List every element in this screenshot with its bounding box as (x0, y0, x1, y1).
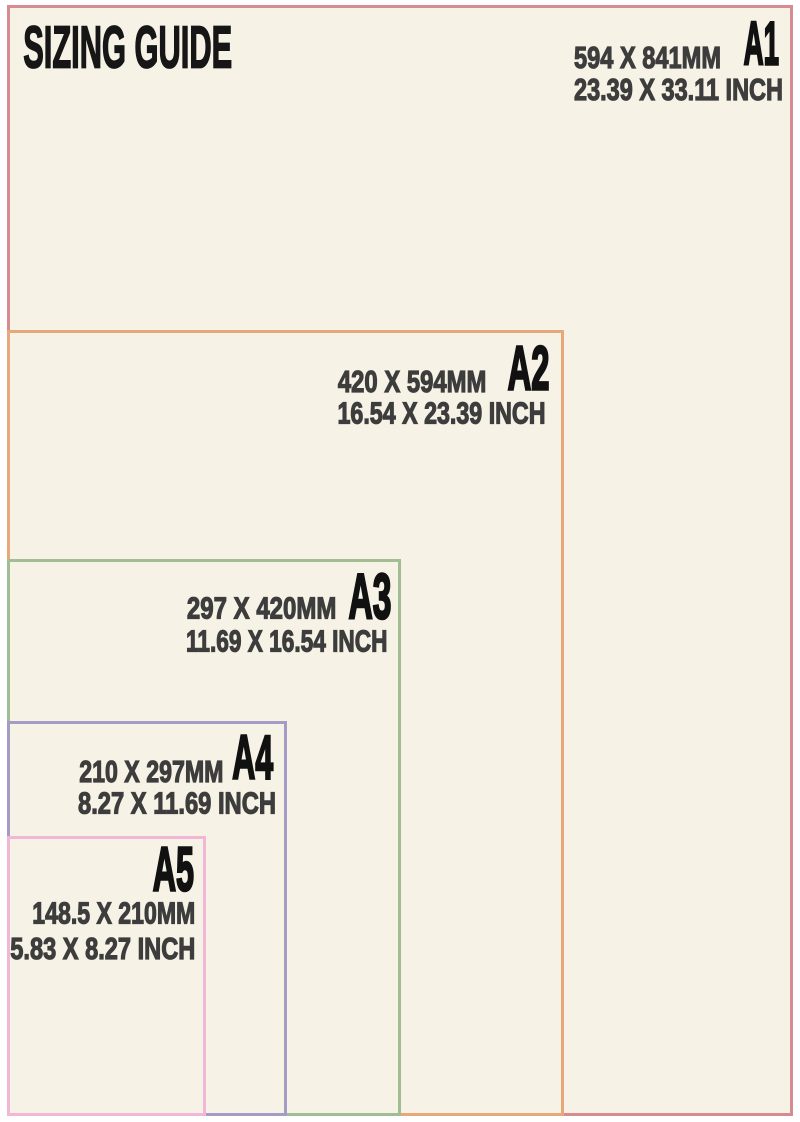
svg-text:148.5 X 210MM: 148.5 X 210MM (32, 896, 195, 930)
svg-text:420 X 594MM: 420 X 594MM (338, 365, 487, 399)
svg-text:8.27 X 11.69 INCH: 8.27 X 11.69 INCH (78, 786, 276, 820)
svg-text:11.69 X 16.54 INCH: 11.69 X 16.54 INCH (186, 624, 388, 658)
svg-text:A4: A4 (232, 724, 273, 793)
svg-text:A1: A1 (744, 10, 779, 78)
svg-text:5.83 X 8.27 INCH: 5.83 X 8.27 INCH (10, 932, 195, 966)
svg-text:594 X 841MM: 594 X 841MM (574, 41, 721, 75)
svg-text:A2: A2 (508, 334, 550, 404)
svg-text:A3: A3 (349, 561, 392, 633)
svg-text:210 X 297MM: 210 X 297MM (79, 755, 223, 789)
svg-text:A5: A5 (153, 835, 194, 905)
svg-text:23.39 X 33.11 INCH: 23.39 X 33.11 INCH (574, 73, 783, 107)
svg-text:16.54 X 23.39 INCH: 16.54 X 23.39 INCH (338, 396, 546, 430)
svg-text:297 X 420MM: 297 X 420MM (187, 591, 337, 625)
svg-text:SIZING GUIDE: SIZING GUIDE (23, 16, 232, 81)
